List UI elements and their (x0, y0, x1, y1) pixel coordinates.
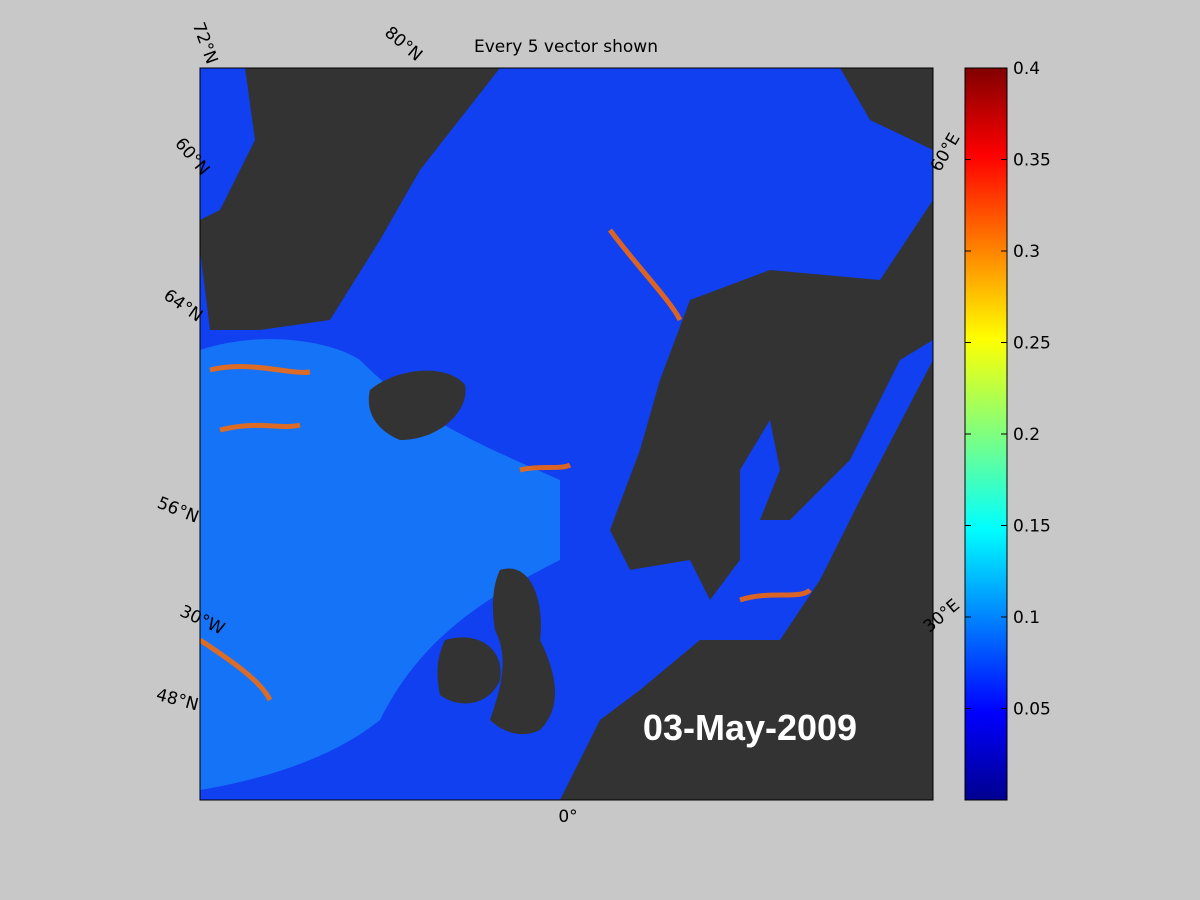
colorbar-tick-label: 0.35 (1013, 151, 1051, 171)
lon-label: 0° (558, 807, 577, 827)
colorbar-tick-label: 0.05 (1013, 700, 1051, 720)
current-field (200, 339, 560, 790)
ireland (437, 637, 501, 704)
europe (560, 360, 933, 800)
colorbar (964, 67, 1008, 801)
colorbar-tick-label: 0.15 (1013, 517, 1051, 537)
colorbar-tick-label: 0.4 (1013, 59, 1040, 79)
colorbar-ticks: 0.05 0.1 0.15 0.2 0.25 0.3 0.35 0.4 (965, 59, 1051, 720)
map-area (200, 68, 933, 800)
map-frame (199, 67, 934, 801)
novaya-zemlya (840, 68, 933, 150)
colorbar-tick-label: 0.3 (1013, 242, 1040, 262)
colorbar-tick-label: 0.1 (1013, 608, 1040, 628)
scandinavia (610, 200, 933, 600)
colorbar-tick-label: 0.25 (1013, 334, 1051, 354)
map-title: Every 5 vector shown (474, 37, 658, 57)
great-britain (490, 568, 555, 735)
greenland (200, 68, 500, 330)
date-label: 03-May-2009 (643, 707, 857, 748)
strong-current (200, 228, 812, 702)
ocean-edge (200, 68, 255, 220)
iceland (368, 370, 466, 440)
colorbar-tick-label: 0.2 (1013, 425, 1040, 445)
